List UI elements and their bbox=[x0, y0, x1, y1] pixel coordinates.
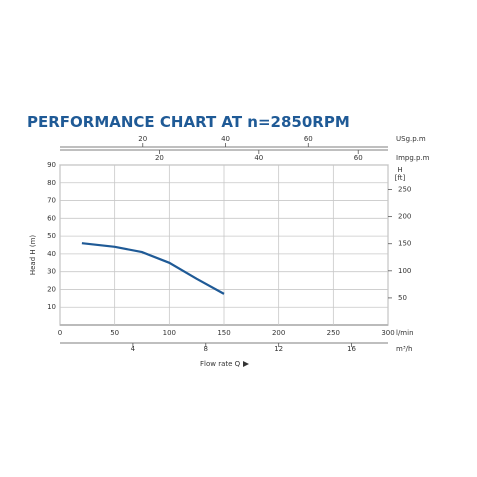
axis-tick-label: 20 bbox=[155, 154, 164, 162]
y2-tick-label: 100 bbox=[398, 267, 411, 275]
y-tick-label: 40 bbox=[47, 250, 56, 258]
x-tick-label: 100 bbox=[163, 329, 176, 337]
x-tick-label: 0 bbox=[58, 329, 62, 337]
x-tick-label: 250 bbox=[327, 329, 340, 337]
axis-tick-label: 12 bbox=[274, 345, 283, 353]
axis-tick-label: 60 bbox=[304, 135, 313, 143]
axis-tick-label: 4 bbox=[131, 345, 136, 353]
axis-tick-label: 16 bbox=[347, 345, 356, 353]
curve bbox=[81, 242, 225, 295]
axis-unit: USg.p.m bbox=[396, 135, 426, 143]
x-axis-title: Flow rate Q bbox=[200, 360, 241, 368]
arrow bbox=[243, 361, 249, 367]
x-tick-label: 300 bbox=[381, 329, 394, 337]
y-tick-label: 70 bbox=[47, 197, 56, 205]
axis-tick-label: 8 bbox=[204, 345, 208, 353]
y-tick-label: 20 bbox=[47, 285, 56, 293]
y-axis-title: Head H (m) bbox=[29, 235, 37, 276]
y2-unit: [ft] bbox=[395, 174, 406, 182]
axis-tick-label: 60 bbox=[354, 154, 363, 162]
y2-tick-label: 50 bbox=[398, 294, 407, 302]
axis-unit: m³/h bbox=[396, 345, 412, 353]
y2-tick-label: 150 bbox=[398, 240, 411, 248]
y-tick-label: 80 bbox=[47, 179, 56, 187]
axis-tick-label: 20 bbox=[138, 135, 147, 143]
x-tick-label: 50 bbox=[110, 329, 119, 337]
y2-tick-label: 200 bbox=[398, 213, 411, 221]
y-tick-label: 50 bbox=[47, 232, 56, 240]
x-tick-label: 150 bbox=[217, 329, 230, 337]
y2-tick-label: 250 bbox=[398, 186, 411, 194]
y-tick-label: 60 bbox=[47, 214, 56, 222]
axis-unit: Impg.p.m bbox=[396, 154, 430, 162]
y-tick-label: 10 bbox=[47, 303, 56, 311]
axis-tick-label: 40 bbox=[254, 154, 263, 162]
y-tick-label: 90 bbox=[47, 161, 56, 169]
y-tick-label: 30 bbox=[47, 268, 56, 276]
x-unit: l/min bbox=[396, 329, 414, 337]
chart-title: PERFORMANCE CHART AT n=2850RPM bbox=[27, 113, 350, 131]
y2-label: H bbox=[397, 166, 402, 174]
axis-tick-label: 40 bbox=[221, 135, 230, 143]
x-tick-label: 200 bbox=[272, 329, 285, 337]
